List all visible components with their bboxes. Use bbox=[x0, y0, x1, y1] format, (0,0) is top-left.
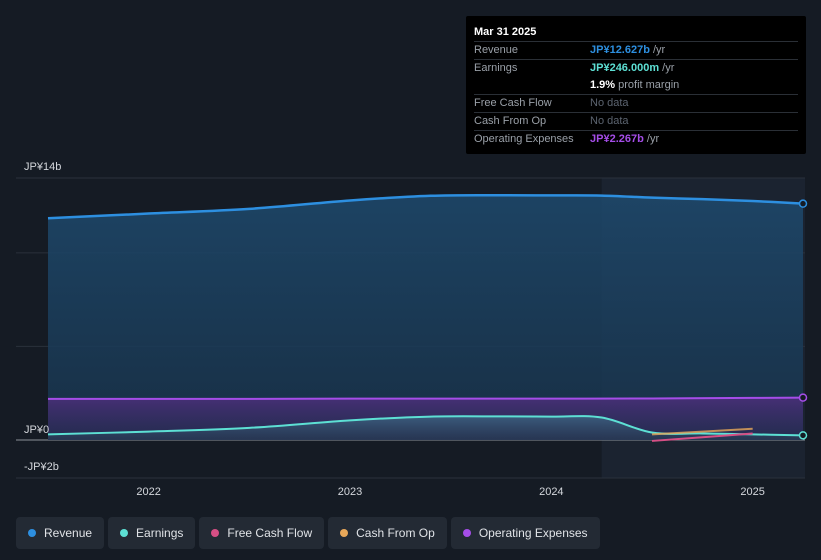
tooltip-row-unit: /yr bbox=[649, 44, 666, 56]
revenue-end-marker bbox=[798, 199, 808, 208]
cash-from-op-line bbox=[651, 427, 753, 436]
tooltip-row-value: No data bbox=[590, 115, 629, 127]
tooltip-row-value: 1.9% bbox=[590, 79, 616, 91]
x-axis-tick-label: 2024 bbox=[539, 486, 563, 498]
legend-label: Cash From Op bbox=[356, 526, 435, 540]
legend-dot-icon bbox=[211, 529, 220, 537]
legend-item-revenue[interactable]: Revenue bbox=[16, 517, 105, 549]
tooltip-row: Earnings JP¥246.000m /yr bbox=[474, 59, 798, 77]
tooltip-row-unit: profit margin bbox=[615, 79, 680, 91]
tooltip-row-label: Free Cash Flow bbox=[474, 97, 552, 109]
legend-dot-icon bbox=[28, 529, 36, 537]
legend-item-free-cash-flow[interactable]: Free Cash Flow bbox=[199, 517, 325, 549]
tooltip-row-label: Earnings bbox=[474, 62, 518, 74]
earnings-end-marker bbox=[798, 431, 808, 440]
legend-label: Revenue bbox=[44, 526, 93, 540]
tooltip-row-value: JP¥246.000m bbox=[590, 62, 660, 74]
tooltip-row-value: No data bbox=[590, 97, 629, 109]
legend-label: Free Cash Flow bbox=[227, 526, 313, 540]
x-axis-tick-label: 2023 bbox=[338, 486, 362, 498]
legend-label: Operating Expenses bbox=[478, 526, 588, 540]
legend-dot-icon bbox=[340, 529, 349, 537]
legend-item-cash-from-op[interactable]: Cash From Op bbox=[328, 517, 447, 549]
x-axis-tick-label: 2025 bbox=[740, 486, 764, 498]
legend-dot-icon bbox=[120, 529, 129, 537]
tooltip-row-label: Revenue bbox=[474, 44, 519, 56]
earnings-area bbox=[48, 416, 803, 440]
tooltip-row-label bbox=[474, 77, 590, 94]
tooltip-row-label: Cash From Op bbox=[474, 115, 547, 127]
operating-expenses-line bbox=[47, 396, 804, 400]
legend-item-operating-expenses[interactable]: Operating Expenses bbox=[450, 517, 600, 549]
y-axis-zero-label: JP¥0 bbox=[24, 424, 49, 436]
tooltip-date: Mar 31 2025 bbox=[474, 26, 537, 38]
revenue-line bbox=[47, 193, 804, 220]
tooltip-panel: Mar 31 2025 Revenue JP¥12.627b /yr Earning… bbox=[466, 16, 806, 154]
x-axis-tick-label: 2022 bbox=[136, 486, 160, 498]
y-axis-top-label: JP¥14b bbox=[24, 161, 61, 173]
tooltip-row: Revenue JP¥12.627b /yr bbox=[474, 41, 798, 59]
tooltip-row: Cash From Op No data bbox=[474, 112, 798, 130]
legend-label: Earnings bbox=[136, 526, 184, 540]
tooltip-row-value: JP¥12.627b bbox=[590, 44, 650, 56]
y-axis-bottom-label: -JP¥2b bbox=[24, 461, 59, 473]
tooltip-row-unit: /yr bbox=[659, 62, 675, 74]
legend: Revenue Earnings Free Cash Flow Cash From O… bbox=[16, 517, 600, 549]
legend-item-earnings[interactable]: Earnings bbox=[108, 517, 196, 549]
operating-expenses-end-marker bbox=[798, 393, 808, 402]
tooltip-row: Free Cash Flow No data bbox=[474, 94, 798, 112]
tooltip-row: 1.9% profit margin bbox=[474, 77, 798, 94]
tooltip-row: Operating Expenses JP¥2.267b /yr bbox=[474, 130, 798, 148]
earnings-line bbox=[47, 415, 804, 437]
tooltip-row-value: JP¥2.267b bbox=[590, 133, 644, 145]
revenue-area bbox=[48, 195, 803, 440]
tooltip-row-unit: /yr bbox=[643, 133, 660, 145]
free-cash-flow-line bbox=[651, 432, 753, 442]
legend-dot-icon bbox=[462, 529, 471, 537]
tooltip-row-label: Operating Expenses bbox=[474, 133, 574, 145]
